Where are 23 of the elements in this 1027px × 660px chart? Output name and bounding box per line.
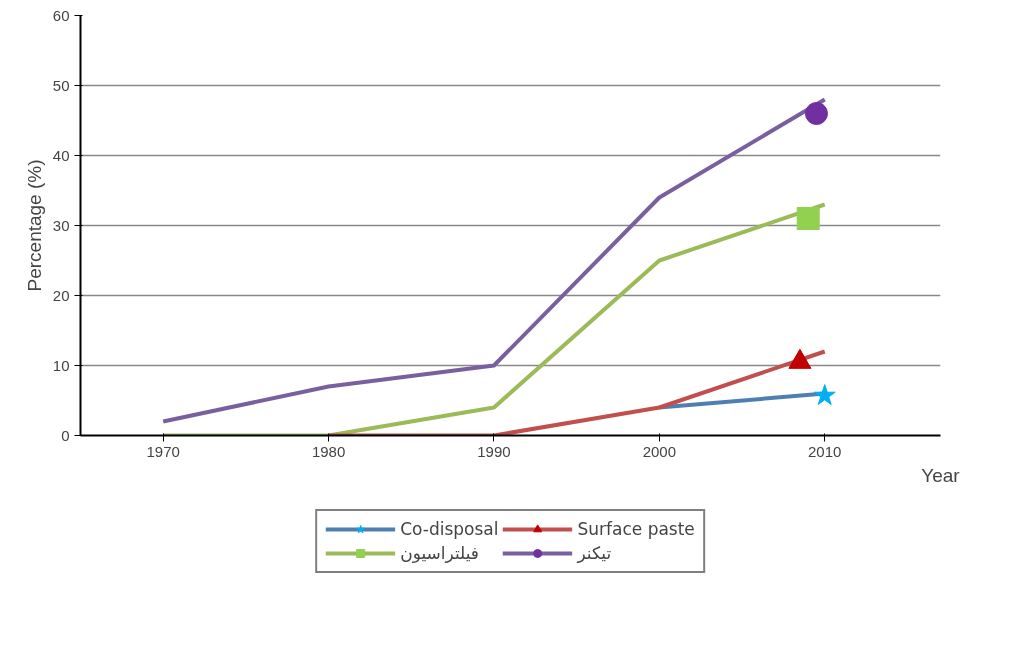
y-tick-label: 60 <box>52 6 70 24</box>
legend-label: Co-disposal <box>400 518 499 539</box>
x-tick-label: 1970 <box>146 442 180 460</box>
legend-label: Surface paste <box>577 518 695 539</box>
x-tick-label: 1980 <box>311 442 346 460</box>
y-tick-label: 10 <box>52 356 70 374</box>
y-tick-label: 40 <box>52 146 70 164</box>
x-tick-label: 2000 <box>642 442 677 460</box>
line-series <box>161 97 827 424</box>
legend-label: فیلتراسیون <box>400 542 479 563</box>
line-series <box>161 202 827 436</box>
y-tick-label: 30 <box>52 216 70 234</box>
y-tick-label: 0 <box>61 426 70 444</box>
y-axis-title: Percentage (%) <box>23 159 45 292</box>
x-tick-label: 2010 <box>808 442 842 460</box>
legend-label: تیکنر <box>577 542 612 563</box>
point <box>796 207 820 230</box>
y-tick-label: 50 <box>52 76 70 94</box>
x-tick-label: 1990 <box>477 442 511 460</box>
y-tick-label: 20 <box>52 286 70 304</box>
point <box>813 384 836 405</box>
x-axis-title: Year <box>921 464 961 486</box>
point <box>804 102 828 125</box>
